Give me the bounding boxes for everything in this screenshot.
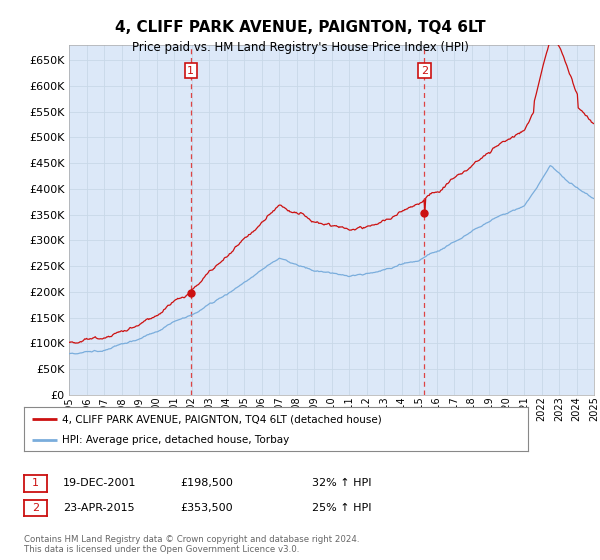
- Text: HPI: Average price, detached house, Torbay: HPI: Average price, detached house, Torb…: [62, 435, 289, 445]
- Text: 32% ↑ HPI: 32% ↑ HPI: [312, 478, 371, 488]
- Text: £353,500: £353,500: [180, 503, 233, 513]
- Text: Contains HM Land Registry data © Crown copyright and database right 2024.
This d: Contains HM Land Registry data © Crown c…: [24, 535, 359, 554]
- Text: £198,500: £198,500: [180, 478, 233, 488]
- Text: 4, CLIFF PARK AVENUE, PAIGNTON, TQ4 6LT (detached house): 4, CLIFF PARK AVENUE, PAIGNTON, TQ4 6LT …: [62, 414, 382, 424]
- Text: 4, CLIFF PARK AVENUE, PAIGNTON, TQ4 6LT: 4, CLIFF PARK AVENUE, PAIGNTON, TQ4 6LT: [115, 20, 485, 35]
- Text: 19-DEC-2001: 19-DEC-2001: [63, 478, 137, 488]
- Text: 2: 2: [421, 66, 428, 76]
- Text: 23-APR-2015: 23-APR-2015: [63, 503, 134, 513]
- Text: 1: 1: [187, 66, 194, 76]
- Text: 1: 1: [32, 478, 39, 488]
- Text: 25% ↑ HPI: 25% ↑ HPI: [312, 503, 371, 513]
- Text: Price paid vs. HM Land Registry's House Price Index (HPI): Price paid vs. HM Land Registry's House …: [131, 41, 469, 54]
- Text: 2: 2: [32, 503, 39, 513]
